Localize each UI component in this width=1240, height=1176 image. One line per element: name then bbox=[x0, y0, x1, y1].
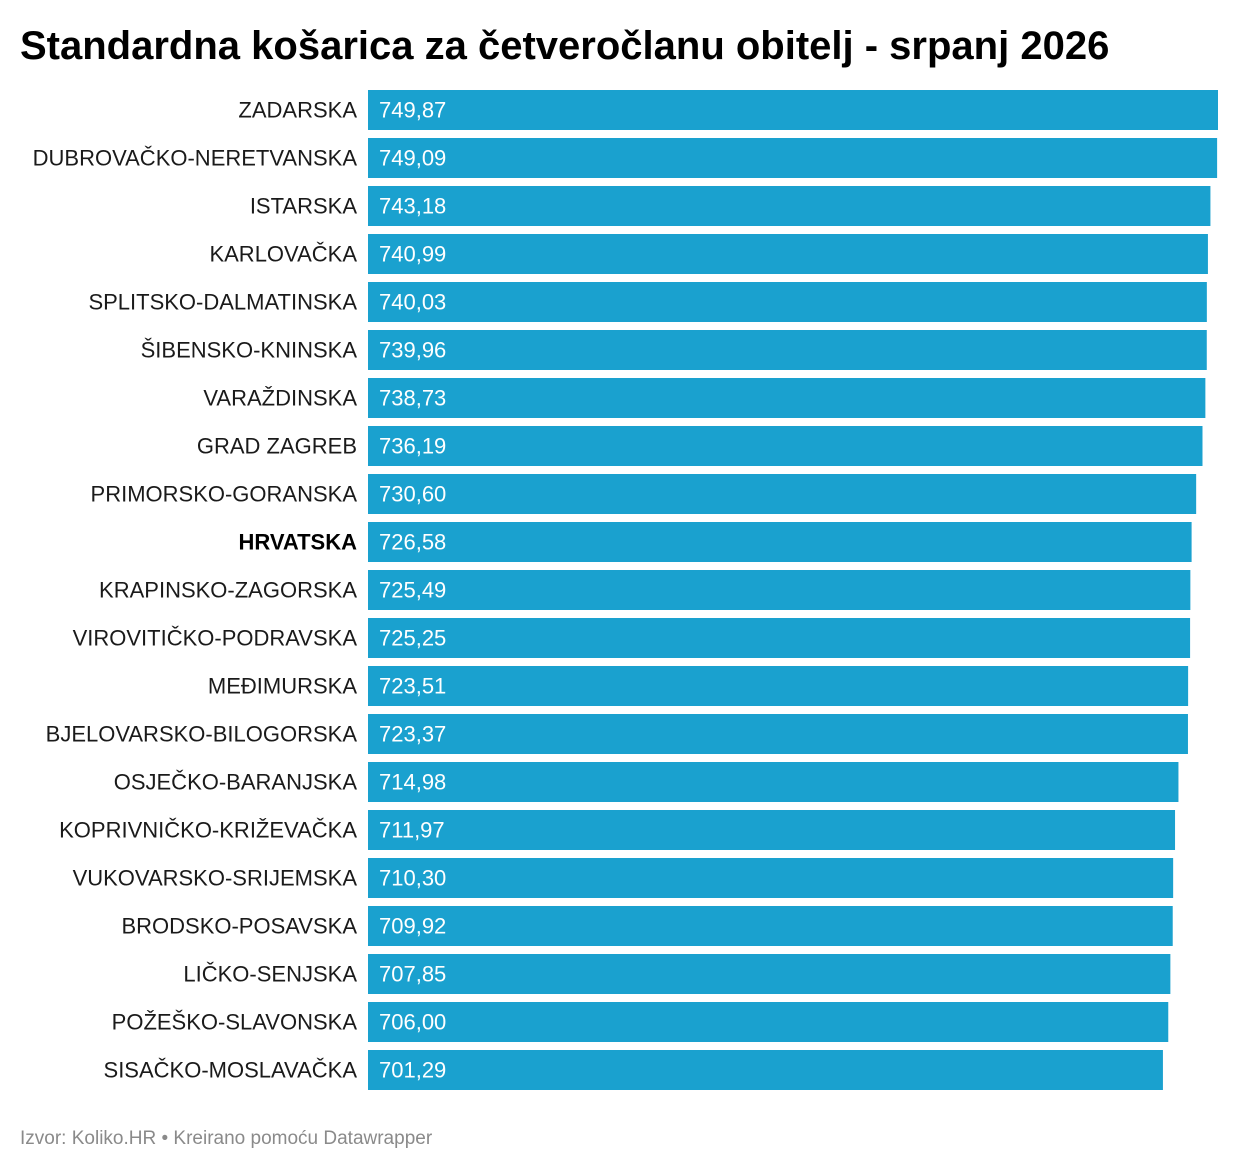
bar bbox=[368, 954, 1171, 994]
bar bbox=[368, 522, 1192, 562]
category-label: ŠIBENSKO-KNINSKA bbox=[141, 338, 358, 363]
category-label: VIROVITIČKO-PODRAVSKA bbox=[73, 626, 358, 651]
bar-row: SISAČKO-MOSLAVAČKA 701,29 bbox=[104, 1050, 1163, 1090]
bar bbox=[368, 1002, 1169, 1042]
bar bbox=[368, 762, 1179, 802]
value-label: 739,96 bbox=[379, 338, 446, 363]
bar bbox=[368, 138, 1218, 178]
value-label: 710,30 bbox=[379, 866, 446, 891]
value-label: 738,73 bbox=[379, 386, 446, 411]
category-label: PRIMORSKO-GORANSKA bbox=[91, 482, 358, 507]
value-label: 725,25 bbox=[379, 626, 446, 651]
bar bbox=[368, 858, 1174, 898]
category-label: LIČKO-SENJSKA bbox=[183, 962, 357, 987]
bar bbox=[368, 234, 1208, 274]
category-label: DUBROVAČKO-NERETVANSKA bbox=[33, 146, 358, 171]
value-label: 726,58 bbox=[379, 530, 446, 555]
value-label: 711,97 bbox=[379, 818, 445, 843]
bar bbox=[368, 330, 1207, 370]
bar-row: SPLITSKO-DALMATINSKA 740,03 bbox=[88, 282, 1207, 322]
value-label: 723,51 bbox=[379, 674, 446, 699]
bar-row: DUBROVAČKO-NERETVANSKA 749,09 bbox=[33, 138, 1218, 178]
category-label: SISAČKO-MOSLAVAČKA bbox=[104, 1058, 358, 1083]
bar bbox=[368, 810, 1176, 850]
bar-row: ISTARSKA 743,18 bbox=[250, 186, 1211, 226]
bar-row: PRIMORSKO-GORANSKA 730,60 bbox=[91, 474, 1197, 514]
category-label: KARLOVAČKA bbox=[209, 242, 357, 267]
bar bbox=[368, 378, 1206, 418]
bar-row: KRAPINSKO-ZAGORSKA 725,49 bbox=[99, 570, 1191, 610]
bar bbox=[368, 906, 1173, 946]
bar-row: VIROVITIČKO-PODRAVSKA 725,25 bbox=[73, 618, 1191, 658]
category-label: SPLITSKO-DALMATINSKA bbox=[88, 290, 357, 315]
value-label: 740,99 bbox=[379, 242, 446, 267]
value-label: 740,03 bbox=[379, 290, 446, 315]
bar-row: ZADARSKA 749,87 bbox=[238, 90, 1218, 130]
bar-row: ŠIBENSKO-KNINSKA 739,96 bbox=[141, 330, 1207, 370]
bar-row: KARLOVAČKA 740,99 bbox=[209, 234, 1208, 274]
category-label: BJELOVARSKO-BILOGORSKA bbox=[46, 722, 358, 747]
category-label: MEĐIMURSKA bbox=[208, 674, 357, 699]
value-label: 707,85 bbox=[379, 962, 446, 987]
bar-row: BJELOVARSKO-BILOGORSKA 723,37 bbox=[46, 714, 1188, 754]
value-label: 743,18 bbox=[379, 194, 446, 219]
bar bbox=[368, 666, 1189, 706]
category-label: KRAPINSKO-ZAGORSKA bbox=[99, 578, 357, 603]
category-label: GRAD ZAGREB bbox=[197, 434, 357, 459]
category-label: ISTARSKA bbox=[250, 194, 358, 219]
value-label: 725,49 bbox=[379, 578, 446, 603]
bar-row: HRVATSKA 726,58 bbox=[238, 522, 1192, 562]
bar-row: GRAD ZAGREB 736,19 bbox=[197, 426, 1203, 466]
bar bbox=[368, 282, 1207, 322]
value-label: 730,60 bbox=[379, 482, 446, 507]
bar-row: OSJEČKO-BARANJSKA 714,98 bbox=[114, 762, 1179, 802]
category-label: HRVATSKA bbox=[238, 530, 357, 555]
category-label: POŽEŠKO-SLAVONSKA bbox=[112, 1010, 358, 1035]
bar bbox=[368, 186, 1211, 226]
value-label: 706,00 bbox=[379, 1010, 446, 1035]
bar bbox=[368, 618, 1191, 658]
value-label: 736,19 bbox=[379, 434, 446, 459]
chart-title: Standardna košarica za četveročlanu obit… bbox=[20, 24, 1110, 68]
bar bbox=[368, 90, 1218, 130]
category-label: KOPRIVNIČKO-KRIŽEVAČKA bbox=[59, 818, 357, 843]
bar-row: KOPRIVNIČKO-KRIŽEVAČKA 711,97 bbox=[59, 810, 1176, 850]
value-label: 714,98 bbox=[379, 770, 446, 795]
bar-row: VUKOVARSKO-SRIJEMSKA 710,30 bbox=[73, 858, 1174, 898]
value-label: 749,87 bbox=[379, 98, 446, 123]
bar-row: BRODSKO-POSAVSKA 709,92 bbox=[121, 906, 1173, 946]
bar-row: LIČKO-SENJSKA 707,85 bbox=[183, 954, 1171, 994]
value-label: 709,92 bbox=[379, 914, 446, 939]
value-label: 723,37 bbox=[379, 722, 446, 747]
category-label: VUKOVARSKO-SRIJEMSKA bbox=[73, 866, 358, 891]
category-label: BRODSKO-POSAVSKA bbox=[121, 914, 357, 939]
bar bbox=[368, 1050, 1163, 1090]
category-label: VARAŽDINSKA bbox=[203, 386, 357, 411]
bar bbox=[368, 474, 1197, 514]
bar-row: POŽEŠKO-SLAVONSKA 706,00 bbox=[112, 1002, 1169, 1042]
bar bbox=[368, 426, 1203, 466]
category-label: ZADARSKA bbox=[238, 98, 357, 123]
source-footer: Izvor: Koliko.HR • Kreirano pomoću Dataw… bbox=[20, 1128, 433, 1149]
bar-row: MEĐIMURSKA 723,51 bbox=[208, 666, 1189, 706]
bar bbox=[368, 714, 1188, 754]
bar bbox=[368, 570, 1191, 610]
value-label: 749,09 bbox=[379, 146, 446, 171]
category-label: OSJEČKO-BARANJSKA bbox=[114, 770, 358, 795]
value-label: 701,29 bbox=[379, 1058, 446, 1083]
bar-row: VARAŽDINSKA 738,73 bbox=[203, 378, 1206, 418]
